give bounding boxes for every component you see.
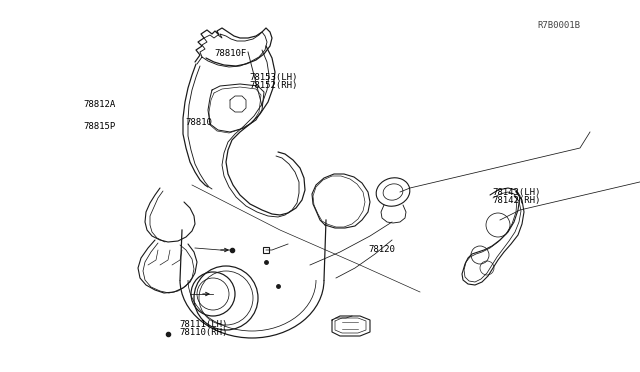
Text: R7B0001B: R7B0001B [538, 21, 580, 30]
Text: 78111(LH): 78111(LH) [179, 320, 228, 329]
Text: 78110(RH): 78110(RH) [179, 328, 228, 337]
Text: 78812A: 78812A [83, 100, 115, 109]
Text: 78120: 78120 [368, 245, 395, 254]
Text: 78153(LH): 78153(LH) [250, 73, 298, 81]
Text: 78810: 78810 [186, 118, 212, 127]
Text: 78815P: 78815P [83, 122, 115, 131]
Text: 78143(LH): 78143(LH) [493, 188, 541, 197]
Text: 78142(RH): 78142(RH) [493, 196, 541, 205]
Text: 78810F: 78810F [214, 49, 246, 58]
Text: 78152(RH): 78152(RH) [250, 81, 298, 90]
